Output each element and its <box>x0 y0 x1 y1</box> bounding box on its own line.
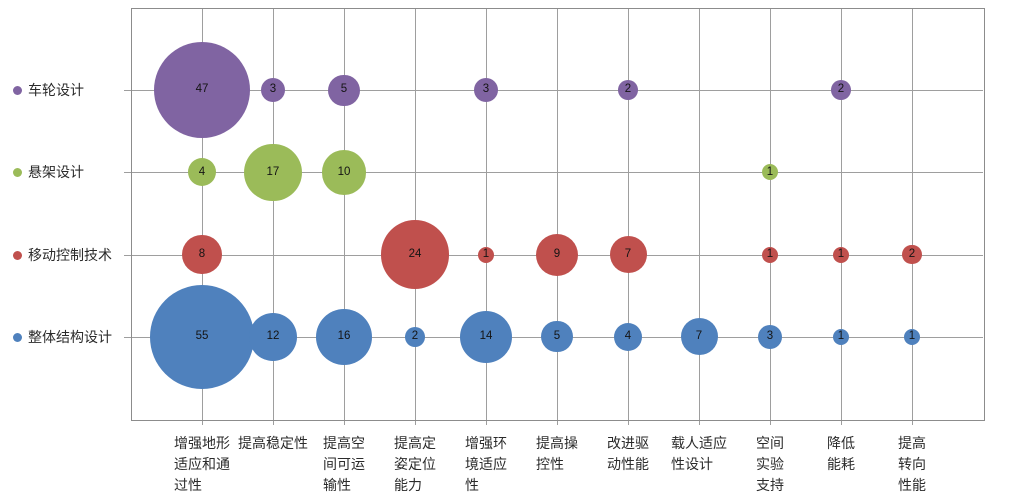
bubble: 17 <box>244 143 302 202</box>
gridline-vertical <box>912 8 913 425</box>
x-axis-tick-label: 改进驱 动性能 <box>607 435 649 472</box>
gridline-vertical <box>557 8 558 425</box>
bubble: 55 <box>150 284 254 389</box>
bubble: 7 <box>680 318 718 356</box>
legend-marker-icon <box>13 250 22 260</box>
x-axis-tick-label: 载人适应 性设计 <box>671 435 727 472</box>
bubble: 1 <box>762 164 778 181</box>
legend-marker-icon <box>13 332 22 342</box>
bubble: 5 <box>328 74 360 106</box>
legend-label: 移动控制技术 <box>28 247 112 263</box>
bubble: 1 <box>904 328 920 345</box>
bubble: 8 <box>182 234 222 275</box>
bubble-value: 1 <box>908 330 916 343</box>
bubble: 24 <box>380 220 450 289</box>
bubble: 4 <box>188 158 216 187</box>
bubble: 2 <box>405 326 425 347</box>
bubble-value: 55 <box>195 330 209 343</box>
bubble-value: 14 <box>479 330 493 343</box>
bubble: 1 <box>762 246 778 263</box>
gridline-vertical <box>415 8 416 425</box>
bubble-value: 4 <box>198 165 206 178</box>
bubble: 2 <box>902 244 922 265</box>
x-axis-tick-label: 提高操 控性 <box>536 435 578 472</box>
bubble: 7 <box>609 236 647 274</box>
x-axis-tick-label: 增强地形 适应和通 过性 <box>174 435 230 493</box>
gridline-vertical <box>344 8 345 425</box>
bubble-value: 1 <box>482 247 490 260</box>
bubble: 9 <box>536 233 578 276</box>
plot-area-border <box>131 8 985 421</box>
bubble-value: 8 <box>198 247 206 260</box>
bubble: 3 <box>757 324 783 349</box>
bubble: 3 <box>260 78 286 103</box>
x-axis-tick-label: 降低 能耗 <box>827 435 855 472</box>
bubble-value: 1 <box>837 330 845 343</box>
bubble: 16 <box>316 308 372 365</box>
x-axis-tick-label: 提高空 间可运 输性 <box>323 435 365 493</box>
legend-item-2: 移动控制技术 <box>13 245 112 265</box>
gridline-vertical <box>273 8 274 425</box>
bubble-value: 3 <box>269 83 277 96</box>
bubble-value: 5 <box>553 329 561 342</box>
gridline-horizontal <box>124 90 983 91</box>
x-axis-tick-label: 增强环 境适应 性 <box>465 435 507 493</box>
gridline-horizontal <box>124 172 983 173</box>
bubble: 10 <box>321 150 367 195</box>
bubble-value: 4 <box>624 330 632 343</box>
bubble-value: 2 <box>411 330 419 343</box>
x-axis-tick-label: 空间 实验 支持 <box>756 435 784 493</box>
bubble: 5 <box>541 321 573 353</box>
bubble-value: 10 <box>337 165 351 178</box>
gridline-vertical <box>699 8 700 425</box>
gridline-vertical <box>841 8 842 425</box>
bubble: 14 <box>459 310 513 363</box>
bubble-value: 3 <box>766 330 774 343</box>
legend-item-1: 悬架设计 <box>13 162 84 182</box>
x-axis-tick-label: 提高 转向 性能 <box>898 435 926 493</box>
bubble-value: 7 <box>624 247 632 260</box>
gridline-vertical <box>628 8 629 425</box>
legend-label: 整体结构设计 <box>28 329 112 345</box>
bubble-value: 9 <box>553 247 561 260</box>
legend-item-0: 车轮设计 <box>13 80 84 100</box>
x-axis-tick-label: 提高定 姿定位 能力 <box>394 435 436 493</box>
bubble-value: 2 <box>837 83 845 96</box>
gridline-vertical <box>770 8 771 425</box>
legend-label: 悬架设计 <box>28 164 84 180</box>
gridline-vertical <box>202 8 203 425</box>
bubble: 1 <box>833 328 849 345</box>
legend-marker-icon <box>13 85 22 95</box>
bubble-value: 47 <box>195 83 209 96</box>
bubble: 2 <box>831 80 851 101</box>
bubble: 47 <box>154 42 250 139</box>
bubble-value: 16 <box>337 330 351 343</box>
bubble-value: 17 <box>266 165 280 178</box>
bubble-value: 3 <box>482 83 490 96</box>
legend-marker-icon <box>13 167 22 177</box>
bubble-value: 1 <box>766 247 774 260</box>
bubble-value: 2 <box>908 247 916 260</box>
bubble: 1 <box>833 246 849 263</box>
bubble-value: 2 <box>624 83 632 96</box>
legend-item-3: 整体结构设计 <box>13 327 112 347</box>
bubble-value: 7 <box>695 330 703 343</box>
x-axis-tick-label: 提高稳定性 <box>238 435 308 451</box>
gridline-vertical <box>486 8 487 425</box>
bubble-value: 1 <box>766 165 774 178</box>
legend-label: 车轮设计 <box>28 82 84 98</box>
bubble: 1 <box>478 246 494 263</box>
bubble-value: 5 <box>340 83 348 96</box>
bubble: 4 <box>614 322 642 351</box>
bubble-value: 12 <box>266 330 280 343</box>
bubble: 3 <box>473 78 499 103</box>
bubble-value: 1 <box>837 247 845 260</box>
bubble: 2 <box>618 80 638 101</box>
bubble: 12 <box>248 312 298 362</box>
bubble-value: 24 <box>408 247 422 260</box>
